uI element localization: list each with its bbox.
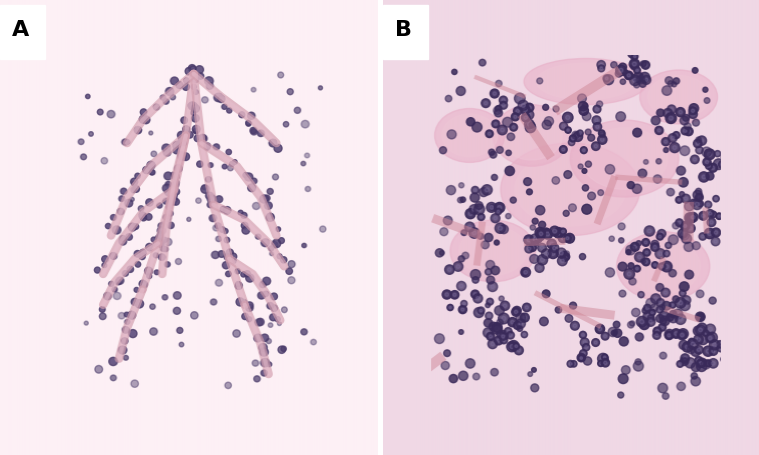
Text: B: B bbox=[395, 20, 412, 40]
FancyBboxPatch shape bbox=[0, 5, 46, 59]
Text: A: A bbox=[12, 20, 30, 40]
FancyBboxPatch shape bbox=[383, 5, 428, 59]
